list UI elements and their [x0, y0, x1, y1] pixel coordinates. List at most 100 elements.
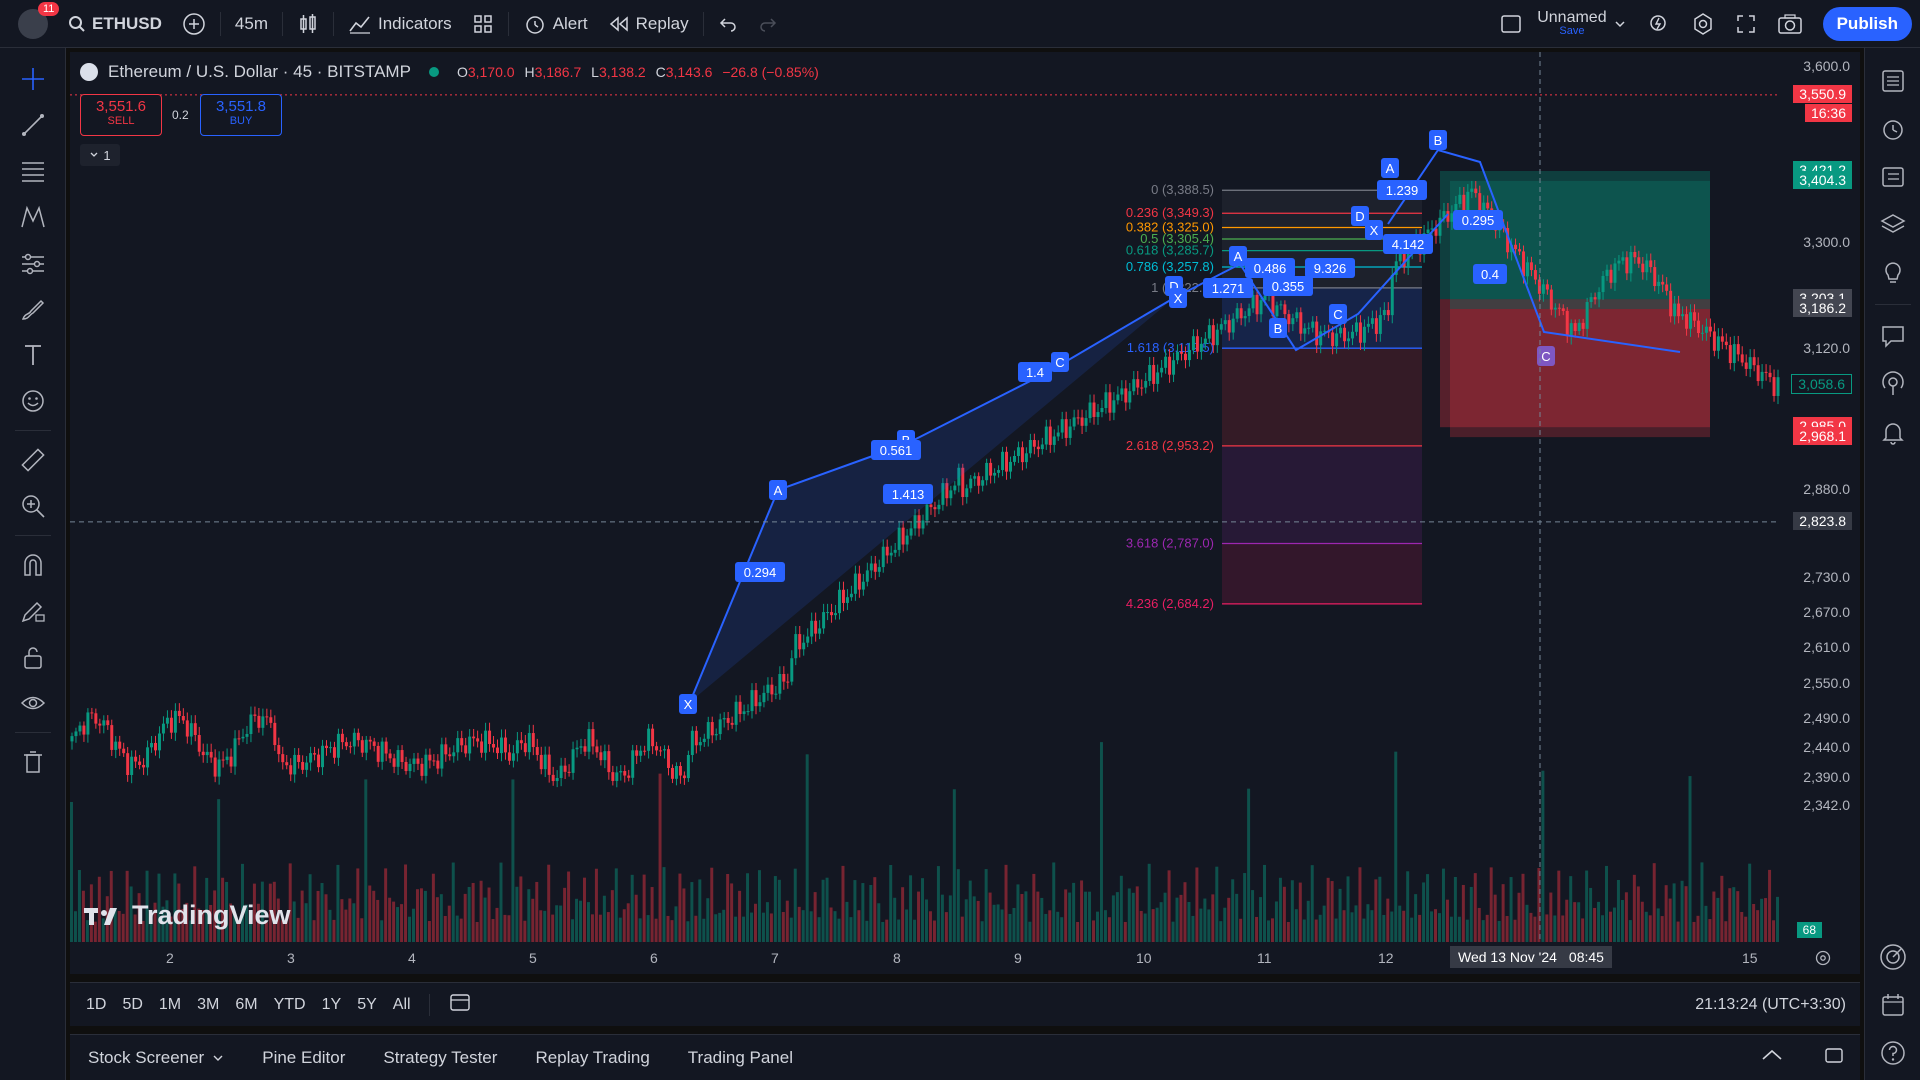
remove-drawings[interactable]	[15, 745, 51, 779]
tab-trading-panel[interactable]: Trading Panel	[687, 1047, 793, 1067]
candle-body	[1056, 432, 1060, 437]
volume-bar	[324, 894, 328, 942]
volume-bar	[225, 881, 229, 942]
snapshot-button[interactable]	[1767, 0, 1813, 48]
chart-type-button[interactable]	[287, 0, 329, 48]
candle-body	[1633, 252, 1637, 258]
fullscreen-button[interactable]	[1725, 0, 1767, 48]
user-avatar[interactable]: 11	[0, 0, 60, 48]
candle-body	[993, 472, 997, 476]
brush-tool[interactable]	[15, 292, 51, 326]
volume-bar	[1016, 884, 1020, 942]
volume-bar	[1692, 921, 1696, 942]
magnet-tool[interactable]	[15, 548, 51, 582]
streams-button[interactable]	[1875, 367, 1911, 401]
range-button-3m[interactable]: 3M	[197, 995, 220, 1013]
sell-button[interactable]: 3,551.6 SELL	[80, 94, 162, 136]
candle-body	[1700, 332, 1704, 334]
symbol-title[interactable]: Ethereum / U.S. Dollar · 45 · BITSTAMP	[108, 62, 411, 81]
range-button-5y[interactable]: 5Y	[357, 995, 377, 1013]
templates-button[interactable]	[462, 0, 504, 48]
symbol-search[interactable]: ETHUSD	[58, 0, 172, 48]
candle-body	[1756, 365, 1760, 382]
legend-collapse-button[interactable]: 1	[80, 144, 120, 166]
volume-bar	[1744, 916, 1748, 942]
timezone-clock[interactable]: 21:13:24 (UTC+3:30)	[1695, 995, 1846, 1013]
fib-tool[interactable]	[15, 154, 51, 188]
zoom-tool[interactable]	[15, 489, 51, 523]
candle-body	[229, 756, 233, 767]
sell-label: SELL	[107, 115, 135, 127]
volume-bar	[789, 917, 793, 942]
forecasting-tool[interactable]	[15, 246, 51, 280]
lock-drawings[interactable]	[15, 640, 51, 674]
candle-body	[1235, 308, 1239, 319]
trendline-tool[interactable]	[15, 108, 51, 142]
fib-level-label: 0.382 (3,325.0)	[1126, 220, 1214, 235]
calendar-button[interactable]	[1875, 988, 1911, 1022]
price-chart[interactable]: 0 (3,388.5) 0.236 (3,349.3)0.382 (3,325.0…	[70, 52, 1860, 974]
goto-date-button[interactable]	[448, 991, 472, 1018]
range-button-1m[interactable]: 1M	[158, 995, 182, 1013]
interval-button[interactable]: 45m	[225, 0, 278, 48]
volume-bar	[1036, 891, 1040, 942]
maximize-panel-button[interactable]	[1822, 1045, 1846, 1070]
volume-bar	[1171, 921, 1175, 942]
candle-body	[1601, 275, 1605, 293]
time-axis[interactable]: 2 3 4 5 6 7 8 9 10 11 12 15 Wed 13 Nov '24 08:45	[70, 942, 1780, 974]
watchlist-button[interactable]	[1875, 64, 1911, 98]
alert-button[interactable]: Alert	[513, 0, 598, 48]
axis-settings-button[interactable]	[1814, 949, 1832, 972]
tab-stock-screener[interactable]: Stock Screener	[88, 1048, 224, 1068]
tab-pine-editor[interactable]: Pine Editor	[262, 1047, 346, 1067]
settings-button[interactable]	[1681, 0, 1725, 48]
tab-replay-trading[interactable]: Replay Trading	[535, 1047, 650, 1067]
volume-bar	[944, 912, 948, 942]
crosshair-tool[interactable]	[15, 62, 51, 96]
chats-button[interactable]	[1875, 319, 1911, 353]
layout-select[interactable]: Unnamed Save	[1489, 0, 1636, 48]
price-axis[interactable]: 3,600.0 3,300.0 3,120.0 2,880.0 2,730.0 2,670…	[1780, 52, 1860, 974]
icon-tool[interactable]	[15, 384, 51, 418]
range-button-all[interactable]: All	[392, 995, 411, 1013]
stay-in-drawing-mode[interactable]	[15, 594, 51, 628]
ideas-button[interactable]	[1875, 256, 1911, 290]
chart-pane[interactable]: 0 (3,388.5) 0.236 (3,349.3) 0.382 (3,325.0…	[70, 52, 1860, 974]
collapse-panel-button[interactable]	[1760, 1045, 1784, 1070]
tab-strategy-tester[interactable]: Strategy Tester	[383, 1047, 498, 1067]
range-button-1d[interactable]: 1D	[86, 995, 107, 1013]
volume-bar	[1589, 887, 1593, 942]
replay-button[interactable]: Replay	[598, 0, 699, 48]
quick-search-button[interactable]	[1637, 0, 1681, 48]
volume-bar	[400, 904, 404, 942]
range-button-1y[interactable]: 1Y	[321, 995, 342, 1013]
candle-body	[507, 752, 511, 761]
publish-button[interactable]: Publish	[1813, 0, 1920, 48]
candle-body	[1140, 387, 1144, 389]
range-button-6m[interactable]: 6M	[235, 995, 258, 1013]
indicators-button[interactable]: Indicators	[338, 0, 462, 48]
help-button[interactable]	[1875, 1036, 1911, 1070]
undo-button[interactable]	[708, 0, 748, 48]
range-button-5d[interactable]: 5D	[122, 995, 143, 1013]
candle-body	[663, 749, 667, 751]
buy-button[interactable]: 3,551.8 BUY	[200, 94, 282, 136]
layers-button[interactable]	[1875, 208, 1911, 242]
volume-bar	[125, 870, 129, 942]
alerts-panel-button[interactable]	[1875, 112, 1911, 146]
range-button-ytd[interactable]: YTD	[273, 995, 306, 1013]
dom-button[interactable]	[1875, 940, 1911, 974]
volume-bar	[1147, 863, 1151, 942]
hide-drawings[interactable]	[15, 686, 51, 720]
pattern-tool[interactable]	[15, 200, 51, 234]
candle-body	[1545, 284, 1549, 290]
text-tool[interactable]	[15, 338, 51, 372]
notifications-button[interactable]	[1875, 415, 1911, 449]
volume-bar	[1545, 914, 1549, 942]
compare-symbol-button[interactable]	[172, 0, 216, 48]
volume-bar	[1497, 920, 1501, 942]
redo-button[interactable]	[748, 0, 788, 48]
candle-body	[1370, 318, 1374, 324]
measure-tool[interactable]	[15, 443, 51, 477]
object-tree-button[interactable]	[1875, 160, 1911, 194]
